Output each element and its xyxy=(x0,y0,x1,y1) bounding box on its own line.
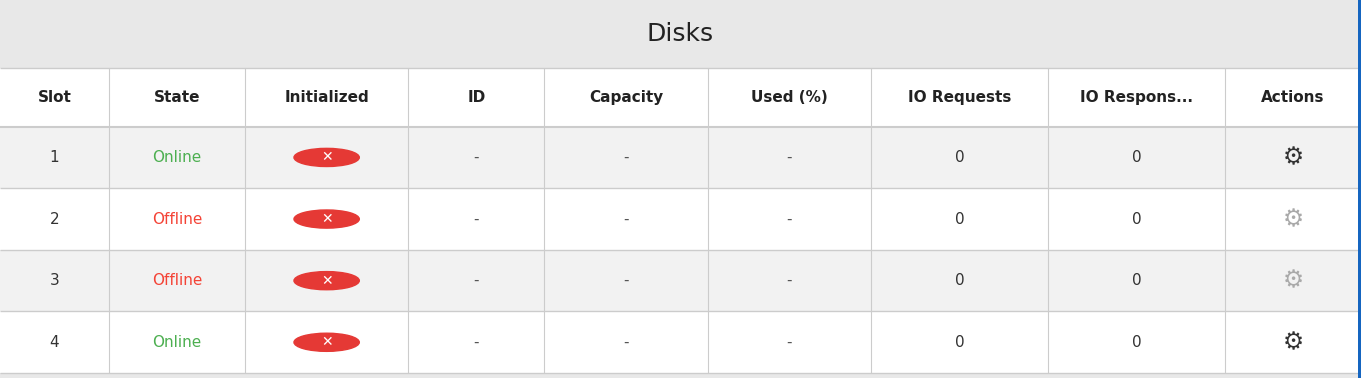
Text: Offline: Offline xyxy=(151,212,203,226)
FancyBboxPatch shape xyxy=(0,127,1361,188)
Text: -: - xyxy=(474,335,479,350)
Text: Slot: Slot xyxy=(38,90,71,105)
Text: 0: 0 xyxy=(954,212,965,226)
FancyBboxPatch shape xyxy=(0,311,1361,373)
Text: ID: ID xyxy=(467,90,486,105)
Circle shape xyxy=(294,333,359,352)
Text: 0: 0 xyxy=(954,273,965,288)
Text: ⚙: ⚙ xyxy=(1282,146,1304,169)
Text: -: - xyxy=(787,335,792,350)
Text: -: - xyxy=(623,150,629,165)
Text: IO Requests: IO Requests xyxy=(908,90,1011,105)
Text: 4: 4 xyxy=(49,335,60,350)
Text: ✕: ✕ xyxy=(321,274,332,288)
Text: Actions: Actions xyxy=(1262,90,1324,105)
Text: 2: 2 xyxy=(49,212,60,226)
Text: -: - xyxy=(787,150,792,165)
Text: Online: Online xyxy=(152,335,201,350)
Text: -: - xyxy=(787,273,792,288)
FancyBboxPatch shape xyxy=(0,250,1361,311)
Text: Online: Online xyxy=(152,150,201,165)
Text: Used (%): Used (%) xyxy=(751,90,827,105)
Circle shape xyxy=(294,210,359,228)
Text: ⚙: ⚙ xyxy=(1282,330,1304,354)
Text: ✕: ✕ xyxy=(321,212,332,226)
Text: Offline: Offline xyxy=(151,273,203,288)
Text: 0: 0 xyxy=(1131,273,1142,288)
Text: 0: 0 xyxy=(1131,212,1142,226)
Text: -: - xyxy=(623,273,629,288)
Text: -: - xyxy=(623,212,629,226)
Text: IO Respons...: IO Respons... xyxy=(1079,90,1194,105)
Text: Initialized: Initialized xyxy=(284,90,369,105)
FancyBboxPatch shape xyxy=(0,188,1361,250)
Text: Capacity: Capacity xyxy=(589,90,663,105)
FancyBboxPatch shape xyxy=(1357,0,1361,378)
Text: -: - xyxy=(474,150,479,165)
Text: ✕: ✕ xyxy=(321,150,332,164)
FancyBboxPatch shape xyxy=(0,68,1361,127)
Circle shape xyxy=(294,271,359,290)
Circle shape xyxy=(294,148,359,167)
Text: Disks: Disks xyxy=(646,22,715,46)
Text: 3: 3 xyxy=(49,273,60,288)
Text: -: - xyxy=(787,212,792,226)
Text: -: - xyxy=(474,273,479,288)
Text: ⚙: ⚙ xyxy=(1282,269,1304,293)
Text: 0: 0 xyxy=(954,150,965,165)
Text: -: - xyxy=(623,335,629,350)
Text: 1: 1 xyxy=(49,150,60,165)
Text: 0: 0 xyxy=(1131,150,1142,165)
Text: 0: 0 xyxy=(954,335,965,350)
Text: ⚙: ⚙ xyxy=(1282,207,1304,231)
Text: ✕: ✕ xyxy=(321,335,332,349)
FancyBboxPatch shape xyxy=(0,0,1361,68)
Text: 0: 0 xyxy=(1131,335,1142,350)
Text: -: - xyxy=(474,212,479,226)
Text: State: State xyxy=(154,90,200,105)
